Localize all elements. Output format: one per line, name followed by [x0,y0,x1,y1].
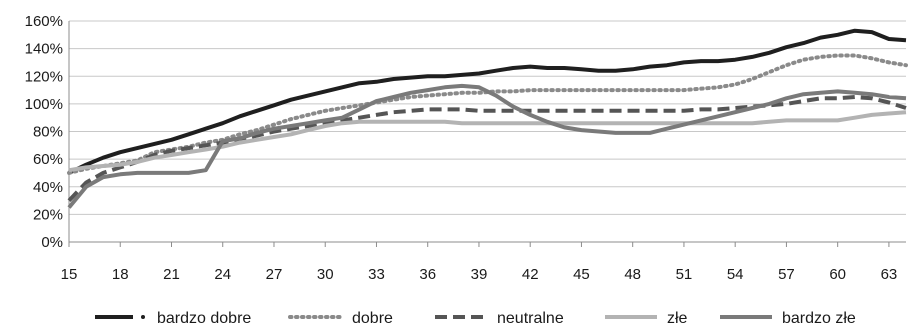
x-tick-label: 63 [881,266,898,283]
legend-item: bardzo dobre [95,310,251,325]
x-tick-label: 51 [676,266,693,283]
legend-swatch-dot [141,315,145,319]
legend-label: neutralne [497,310,564,325]
x-tick-label: 42 [522,266,539,283]
y-tick-label: 120% [25,68,63,85]
y-tick-labels: 0% 20% 40% 60% 80% 100% 120% 140% 160% [25,13,63,251]
series-line-5 [67,83,907,209]
legend-item: dobre [288,310,393,325]
series-line-1 [68,28,907,175]
x-tick-label: 45 [573,266,590,283]
x-tick-label: 54 [727,266,744,283]
gridlines [69,20,906,215]
x-tick-label: 21 [163,266,180,283]
y-tick-label: 40% [33,179,63,196]
legend-item: bardzo złe [720,310,856,325]
x-tick-label: 39 [471,266,488,283]
y-tick-label: 0% [41,234,63,251]
y-tick-label: 160% [25,13,63,30]
x-tick-label: 57 [778,266,795,283]
x-tick-label: 60 [829,266,846,283]
legend-label: złe [667,310,688,325]
y-tick-label: 60% [33,151,63,168]
x-tick-label: 48 [624,266,641,283]
y-tick-label: 100% [25,96,63,113]
x-tick-label: 36 [419,266,436,283]
legend-label: bardzo złe [782,310,856,325]
series-line-3 [67,95,907,202]
legend-item: neutralne [435,310,564,325]
x-tick-label: 24 [214,266,231,283]
x-tick-labels: 15 18 21 24 27 30 33 36 39 42 45 48 51 54 57 60 63 [61,266,898,283]
legend-label: dobre [352,310,393,325]
legend: bardzo dobre dobre neutralne złe bardzo złe [95,310,856,325]
y-tick-label: 140% [25,41,63,58]
x-tick-label: 18 [112,266,129,283]
legend-item: złe [605,310,688,325]
x-tick-label: 33 [368,266,385,283]
y-tick-label: 20% [33,206,63,223]
x-tick-label: 27 [266,266,283,283]
x-tick-label: 30 [317,266,334,283]
x-tick-label: 15 [61,266,78,283]
legend-label: bardzo dobre [157,310,251,325]
y-tick-label: 80% [33,124,63,141]
series-line-4 [68,110,907,173]
series-lines [67,28,908,209]
